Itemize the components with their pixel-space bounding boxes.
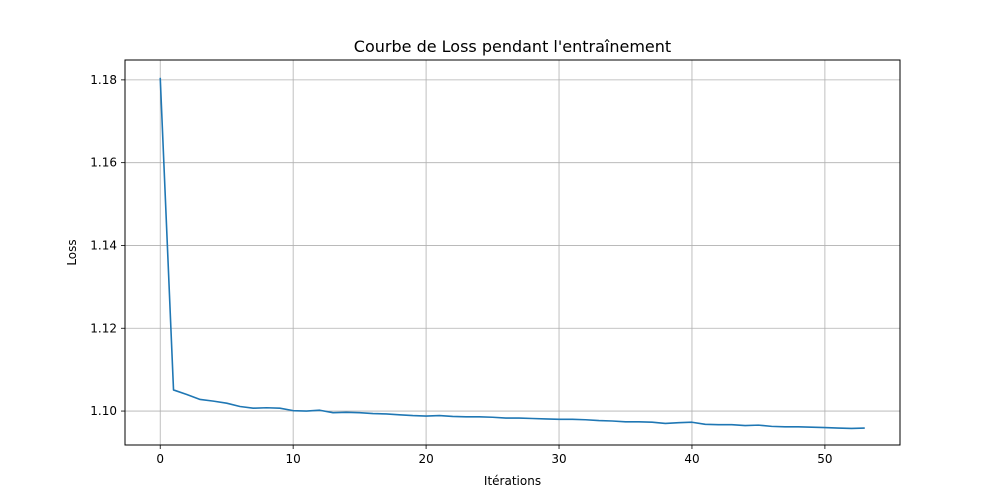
chart-title: Courbe de Loss pendant l'entraînement	[354, 37, 671, 56]
y-tick-label: 1.14	[90, 238, 117, 252]
y-tick-label: 1.10	[90, 404, 117, 418]
x-tick-label: 40	[684, 452, 699, 466]
x-tick-label: 20	[418, 452, 433, 466]
y-tick-label: 1.12	[90, 321, 117, 335]
y-axis-label: Loss	[65, 239, 79, 265]
x-tick-label: 50	[817, 452, 832, 466]
y-tick-label: 1.18	[90, 73, 117, 87]
x-tick-label: 30	[551, 452, 566, 466]
grid-lines	[125, 60, 900, 445]
x-tick-label: 10	[286, 452, 301, 466]
loss-series-line	[159, 77, 865, 430]
x-tick-label: 0	[156, 452, 164, 466]
y-tick-label: 1.16	[90, 156, 117, 170]
x-axis-label: Itérations	[484, 474, 541, 488]
series-layer	[159, 77, 865, 430]
axis-ticks: 0 10 20 30 40 50 1.10 1.12 1.14 1.16 1.18	[90, 73, 832, 466]
plot-area-frame	[124, 59, 901, 446]
